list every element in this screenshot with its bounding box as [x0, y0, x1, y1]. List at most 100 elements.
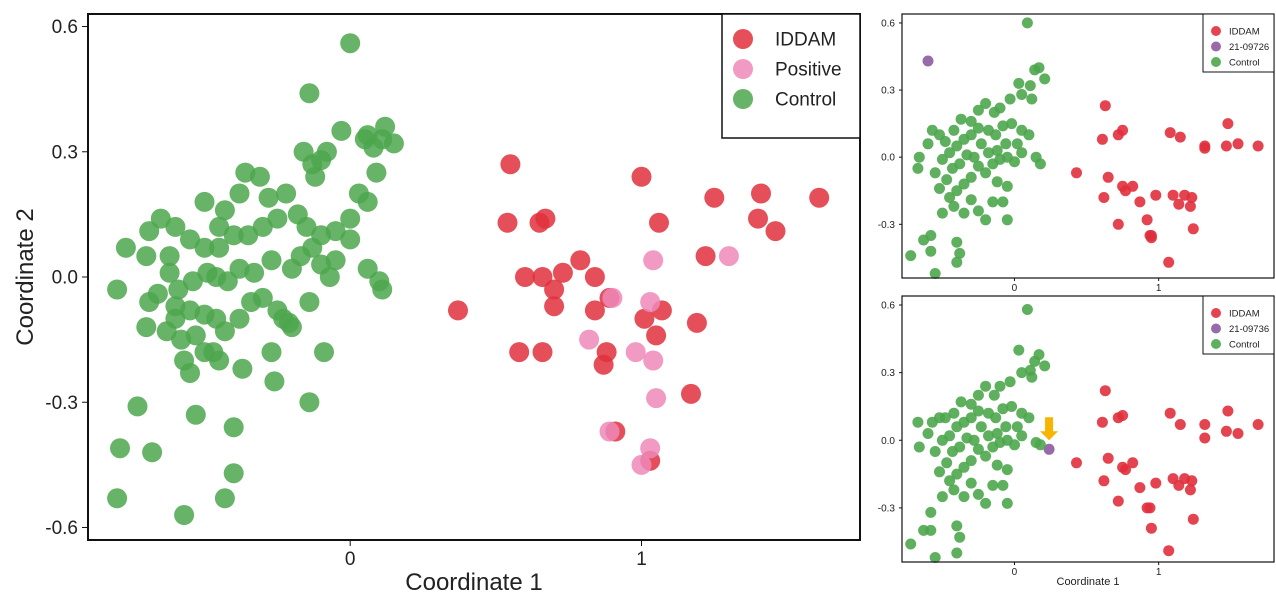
point-control — [1001, 464, 1013, 476]
point-iddam — [1199, 419, 1211, 430]
point-iddam — [497, 212, 518, 233]
point-control — [965, 477, 977, 489]
point-iddam — [1098, 475, 1110, 487]
point-control — [1021, 17, 1033, 29]
point-control — [209, 350, 230, 371]
point-iddam — [1220, 425, 1232, 437]
plot-frame — [901, 295, 1275, 563]
point-control — [972, 122, 984, 134]
point-iddam — [1099, 100, 1111, 112]
point-iddam — [1174, 419, 1186, 430]
point-control — [972, 205, 984, 217]
point-control — [958, 491, 970, 503]
point-control — [980, 450, 992, 462]
legend-label-iddam: IDDAM — [1229, 308, 1260, 319]
legend-label-positive: Positive — [775, 60, 842, 81]
y-tick-label: 0.6 — [52, 17, 78, 38]
legend-label-21-09736: 21-09736 — [1229, 324, 1269, 335]
point-control — [948, 407, 960, 419]
x-tick-label: 1 — [636, 549, 647, 570]
point-control — [174, 505, 195, 525]
point-positive — [631, 454, 652, 475]
point-control — [185, 325, 206, 346]
point-control — [925, 506, 937, 518]
point-control — [955, 113, 967, 125]
y-tick-label: 0.3 — [881, 86, 895, 97]
point-control — [961, 432, 973, 444]
y-tick-label: 0.0 — [881, 436, 895, 447]
point-iddam — [509, 342, 530, 363]
point-control — [107, 488, 128, 509]
legend: IDDAM 21-09736 Control — [1202, 295, 1275, 355]
point-iddam — [570, 250, 591, 271]
point-iddam — [544, 296, 565, 317]
point-iddam — [1174, 131, 1186, 143]
point-control — [165, 216, 186, 237]
legend-label-21-09726: 21-09726 — [1229, 42, 1269, 53]
point-control — [951, 140, 963, 152]
point-iddam — [500, 154, 521, 175]
point-iddam — [1164, 127, 1176, 139]
point-control — [947, 162, 958, 174]
series-iddam — [448, 154, 830, 471]
point-iddam — [1127, 180, 1139, 192]
point-iddam — [695, 246, 716, 267]
point-iddam — [515, 267, 535, 287]
series-iddam — [1071, 385, 1264, 557]
point-control — [1001, 214, 1013, 226]
point-control — [1006, 401, 1018, 412]
point-control — [115, 237, 136, 258]
legend-label-control: Control — [775, 90, 836, 111]
point-control — [1039, 73, 1051, 85]
point-control — [168, 279, 189, 300]
point-control — [934, 466, 945, 478]
point-control — [936, 153, 948, 165]
point-control — [965, 412, 977, 424]
point-control — [987, 196, 999, 208]
point-control — [951, 256, 963, 268]
legend-swatch-21-09726 — [1211, 41, 1221, 52]
series-control — [107, 33, 404, 525]
point-control — [299, 292, 320, 312]
point-control — [325, 221, 346, 242]
point-control — [951, 185, 963, 197]
y-tick-label: 0.3 — [881, 368, 895, 379]
point-iddam — [809, 187, 830, 208]
legend-swatch-21-09736 — [1211, 323, 1221, 334]
point-control — [375, 116, 396, 137]
point-control — [954, 247, 966, 259]
point-positive — [602, 287, 623, 308]
point-control — [209, 237, 230, 258]
point-control — [1013, 77, 1025, 89]
point-control — [194, 191, 215, 212]
x-tick-label: 0 — [345, 549, 356, 570]
point-control — [165, 308, 186, 329]
point-control — [918, 234, 930, 246]
point-control — [229, 183, 250, 204]
legend-swatch-iddam — [733, 29, 753, 49]
point-control — [1034, 439, 1046, 451]
point-control — [975, 138, 987, 150]
point-control — [975, 421, 987, 433]
point-control — [214, 488, 235, 509]
point-control — [252, 287, 273, 308]
point-control — [983, 147, 994, 159]
point-iddam — [1163, 256, 1175, 268]
point-control — [261, 250, 282, 271]
series-positive — [579, 246, 739, 475]
point-iddam — [1164, 407, 1176, 419]
point-control — [941, 457, 953, 469]
point-iddam — [765, 221, 786, 242]
point-iddam — [1252, 140, 1264, 152]
point-control — [214, 321, 235, 342]
point-control — [209, 216, 230, 237]
point-positive — [579, 329, 600, 350]
point-control — [316, 141, 337, 162]
y-tick-label: -0.3 — [45, 393, 78, 414]
point-iddam — [532, 342, 553, 363]
point-positive — [643, 250, 664, 271]
chart-3: 0 1 0.6 0.3 0.0 -0.3 Coordinate 1 IDDAM 21-09736… — [878, 295, 1275, 588]
series-control — [905, 17, 1051, 279]
point-control — [185, 404, 206, 425]
point-control — [958, 178, 970, 190]
